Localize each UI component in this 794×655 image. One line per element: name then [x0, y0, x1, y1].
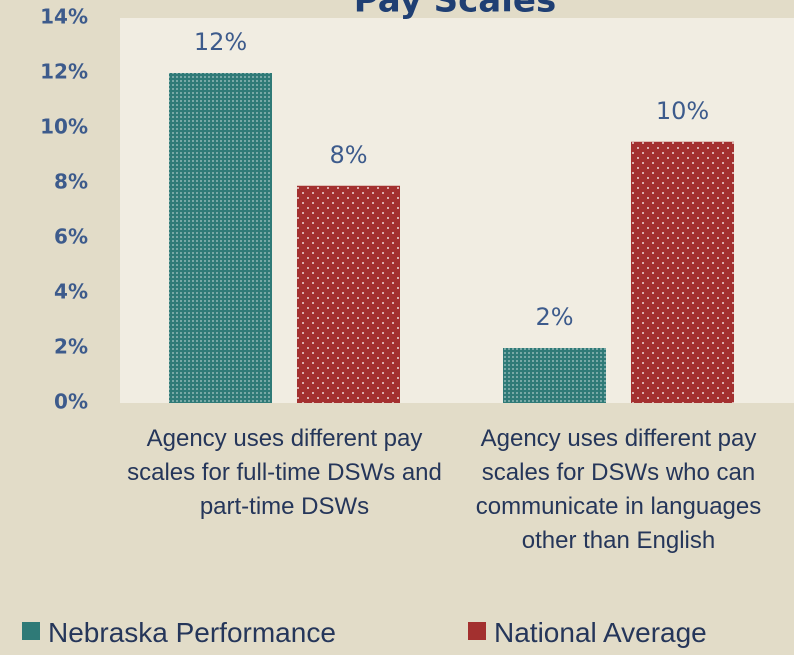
y-tick-label: 12% [40, 60, 88, 84]
legend-item: Nebraska Performance [22, 617, 336, 649]
x-tick-label: Agency uses different pay scales for ful… [127, 425, 442, 520]
y-tick-label: 8% [54, 170, 88, 194]
y-tick-label: 2% [54, 335, 88, 359]
bar-texture [297, 185, 400, 403]
value-label: 10% [656, 97, 709, 125]
legend-label: National Average [494, 617, 707, 648]
y-tick-label: 4% [54, 280, 88, 304]
y-tick-label: 6% [54, 225, 88, 249]
legend-label: Nebraska Performance [48, 617, 336, 648]
y-tick-label: 10% [40, 115, 88, 139]
value-label: 12% [194, 28, 247, 56]
y-tick-label: 0% [54, 390, 88, 414]
value-label: 8% [329, 141, 367, 169]
y-tick-label: 14% [40, 5, 88, 29]
chart-title: Pay Scales [354, 0, 556, 21]
legend-swatch [22, 622, 40, 640]
legend-swatch [468, 622, 486, 640]
bar-texture [631, 141, 734, 403]
value-label: 2% [535, 303, 573, 331]
x-tick-label: Agency uses different pay scales for DSW… [475, 425, 762, 554]
bar-texture [503, 348, 606, 403]
legend-item: National Average [468, 617, 707, 649]
bar-texture [169, 73, 272, 403]
